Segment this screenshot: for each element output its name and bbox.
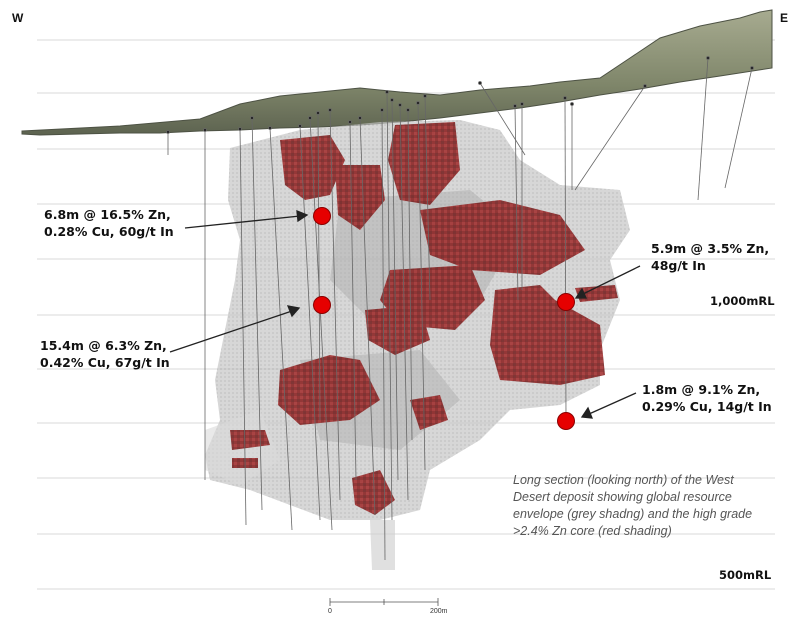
intercept-marker	[557, 412, 575, 430]
intercept-marker	[313, 296, 331, 314]
scale-bar-end-label: 200m	[430, 608, 448, 615]
elevation-label-upper: 1,000mRL	[710, 294, 775, 308]
annotation-label: 5.9m @ 3.5% Zn, 48g/t In	[651, 240, 769, 274]
annotation-line: 0.28% Cu, 60g/t In	[44, 224, 174, 239]
intercept-marker	[557, 293, 575, 311]
direction-west-label: W	[12, 11, 24, 25]
annotation-label: 1.8m @ 9.1% Zn, 0.29% Cu, 14g/t In	[642, 381, 772, 415]
annotation-line: 6.8m @ 16.5% Zn,	[44, 207, 171, 222]
direction-east-label: E	[780, 11, 789, 25]
scale-bar-start-label: 0	[328, 608, 332, 615]
annotation-line: 1.8m @ 9.1% Zn,	[642, 382, 761, 397]
intercept-marker	[313, 207, 331, 225]
annotation-line: 48g/t In	[651, 258, 706, 273]
elevation-label-lower: 500mRL	[719, 568, 772, 582]
annotation-label: 15.4m @ 6.3% Zn, 0.42% Cu, 67g/t In	[40, 337, 170, 371]
annotation-line: 15.4m @ 6.3% Zn,	[40, 338, 167, 353]
scale-bar	[329, 598, 439, 606]
callout-arrows	[169, 209, 641, 419]
high-grade-core	[230, 122, 618, 515]
intercept-markers	[313, 207, 575, 430]
annotation-line: 0.42% Cu, 67g/t In	[40, 355, 170, 370]
annotation-line: 5.9m @ 3.5% Zn,	[651, 241, 770, 256]
annotation-label: 6.8m @ 16.5% Zn, 0.28% Cu, 60g/t In	[44, 206, 174, 240]
terrain-surface	[21, 9, 773, 136]
annotation-line: 0.29% Cu, 14g/t In	[642, 399, 772, 414]
figure-caption: Long section (looking north) of the West…	[513, 473, 753, 538]
